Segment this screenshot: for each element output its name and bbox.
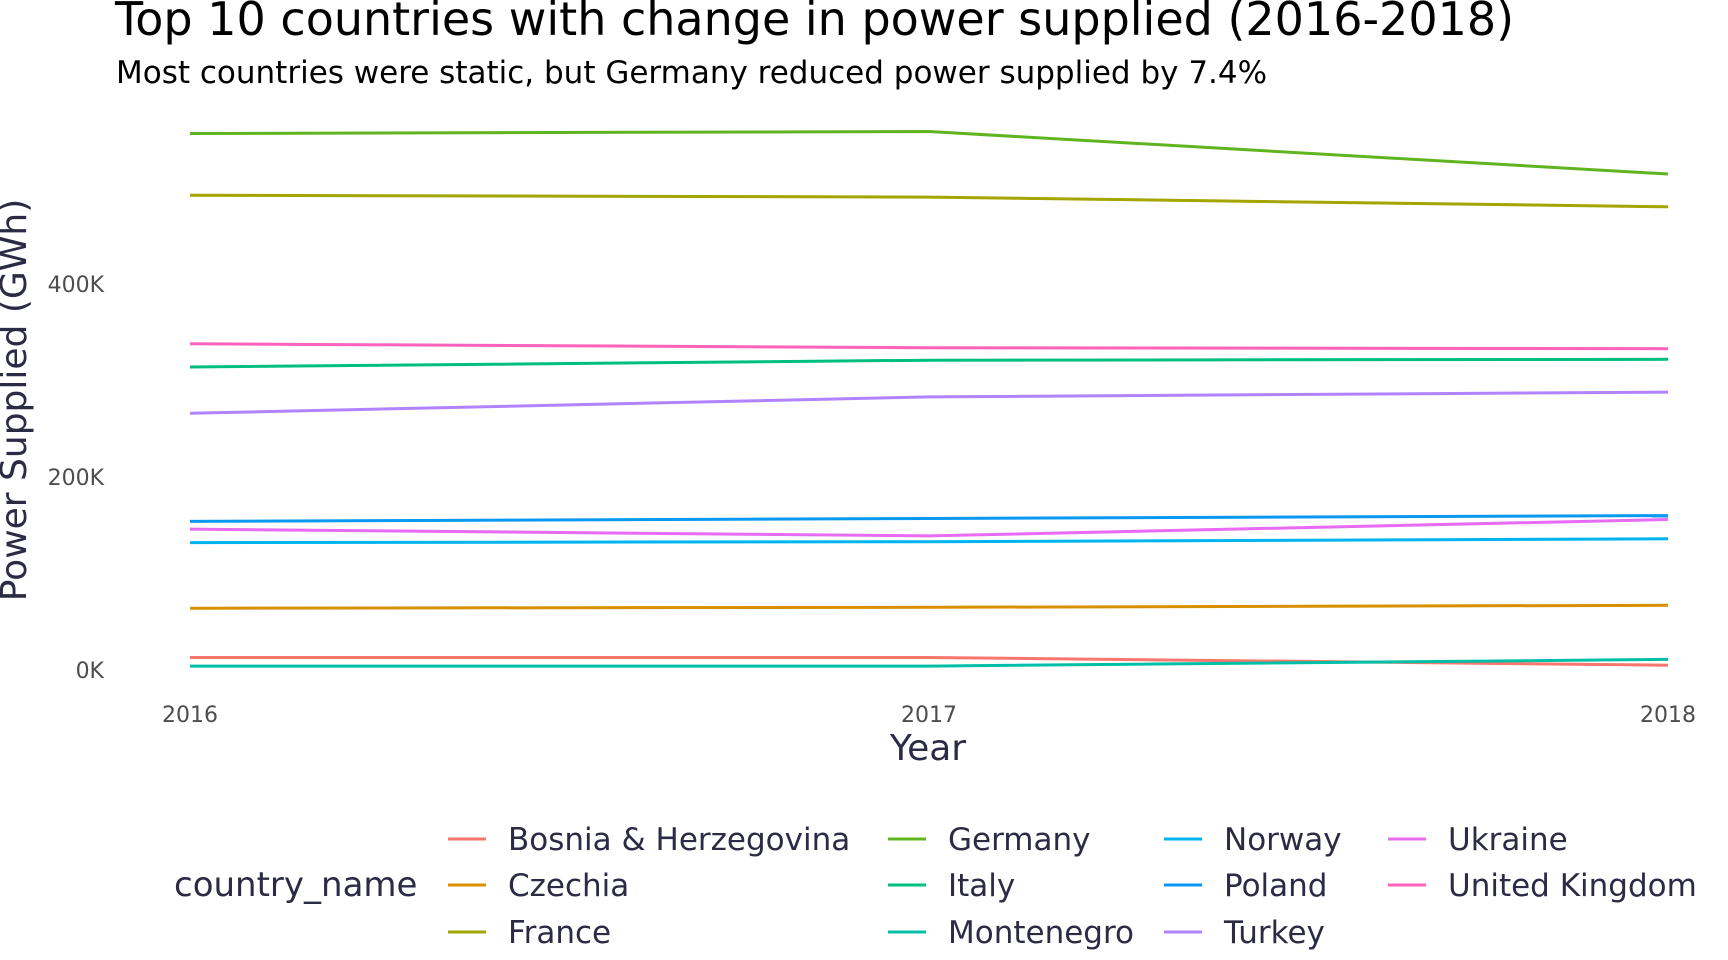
legend-label: Bosnia & Herzegovina [508, 822, 850, 858]
chart-title: Top 10 countries with change in power su… [114, 0, 1514, 46]
series-line-montenegro [190, 657, 1669, 668]
y-tick-label: 400K [48, 273, 105, 298]
legend-label: Ukraine [1448, 822, 1568, 858]
plot-area [189, 129, 1669, 668]
legend-item-france: France [448, 915, 611, 951]
legend: country_name Bosnia & Herzegovina Czechia… [174, 822, 1697, 951]
legend-items: Bosnia & Herzegovina Czechia France Germany… [448, 822, 1697, 951]
x-axis-title: Year [889, 728, 966, 769]
series-line-italy [189, 357, 1669, 369]
y-axis-title: Power Supplied (GWh) [0, 199, 35, 602]
legend-label: Poland [1224, 868, 1328, 904]
series-line-poland [189, 514, 1669, 523]
series-line-united-kingdom [189, 342, 1669, 351]
legend-title: country_name [174, 865, 417, 905]
legend-item-poland: Poland [1164, 868, 1328, 904]
y-axis-ticks: 0K 200K 400K [48, 273, 105, 684]
y-tick-label: 200K [48, 466, 105, 491]
x-tick-label: 2018 [1640, 703, 1696, 728]
legend-label: United Kingdom [1448, 868, 1697, 904]
y-tick-label: 0K [76, 659, 105, 684]
legend-item-germany: Germany [888, 822, 1090, 858]
legend-label: Montenegro [948, 915, 1134, 951]
legend-item-norway: Norway [1164, 822, 1342, 858]
legend-item-ukraine: Ukraine [1388, 822, 1568, 858]
legend-label: Czechia [508, 868, 629, 904]
chart-subtitle: Most countries were static, but Germany … [116, 55, 1267, 91]
legend-label: France [508, 915, 611, 951]
legend-label: Italy [948, 868, 1015, 904]
series-line-germany [189, 129, 1669, 176]
x-tick-label: 2016 [162, 703, 218, 728]
series-line-france [189, 193, 1669, 209]
legend-item-bosnia-and-herzegovina: Bosnia & Herzegovina [448, 822, 850, 858]
series-line-ukraine [189, 518, 1669, 538]
legend-item-turkey: Turkey [1164, 915, 1325, 951]
series-line-norway [189, 537, 1669, 545]
legend-item-italy: Italy [888, 868, 1015, 904]
legend-item-czechia: Czechia [448, 868, 629, 904]
legend-label: Turkey [1223, 915, 1325, 951]
legend-item-united-kingdom: United Kingdom [1388, 868, 1697, 904]
x-tick-label: 2017 [901, 703, 957, 728]
legend-item-montenegro: Montenegro [888, 915, 1134, 951]
series-line-czechia [189, 603, 1669, 610]
legend-label: Norway [1224, 822, 1342, 858]
x-axis-ticks: 2016 2017 2018 [162, 703, 1696, 728]
legend-label: Germany [948, 822, 1090, 858]
series-line-turkey [189, 390, 1669, 415]
